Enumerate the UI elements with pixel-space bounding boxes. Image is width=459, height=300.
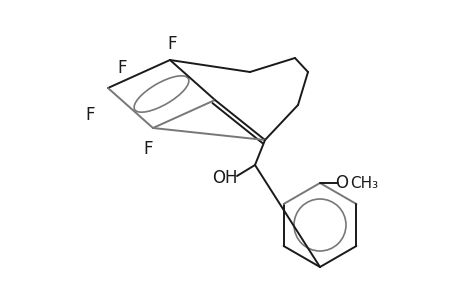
Text: F: F [167, 35, 176, 53]
Text: F: F [85, 106, 95, 124]
Text: F: F [117, 59, 127, 77]
Text: O: O [335, 174, 348, 192]
Text: CH₃: CH₃ [349, 176, 377, 190]
Text: OH: OH [212, 169, 237, 187]
Text: F: F [143, 140, 152, 158]
